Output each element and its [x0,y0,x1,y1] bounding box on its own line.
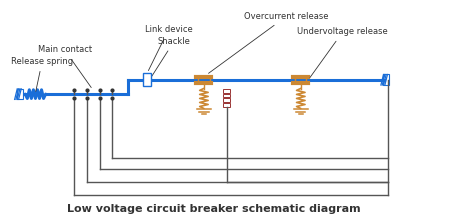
Text: Low voltage circuit breaker schematic diagram: Low voltage circuit breaker schematic di… [66,204,360,214]
Text: Undervoltage release: Undervoltage release [298,27,388,77]
Bar [223,98,230,102]
Text: Overcurrent release: Overcurrent release [209,12,328,73]
Bar [383,74,389,85]
Text: Main contact: Main contact [37,45,91,87]
Text: Shackle: Shackle [151,37,191,77]
Bar [143,73,152,86]
Bar [17,89,23,99]
Bar [223,89,230,93]
Bar [223,94,230,97]
Bar [223,103,230,107]
Text: Link device: Link device [145,25,192,71]
Text: Release spring: Release spring [11,57,73,91]
